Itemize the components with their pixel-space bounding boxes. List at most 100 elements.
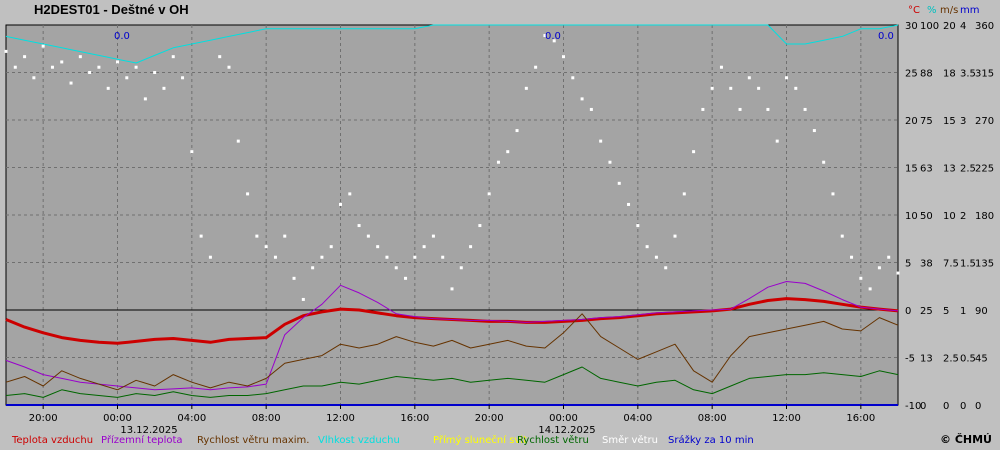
axis-tick-temperature: 30 xyxy=(905,21,918,32)
copyright-label: © ČHMÚ xyxy=(940,433,992,446)
axis-tick-direction: 135 xyxy=(975,259,994,270)
wind-direction-point xyxy=(366,234,370,238)
wind-direction-point xyxy=(181,76,185,80)
series-rychlost-vetru xyxy=(5,366,899,398)
wind-direction-point xyxy=(757,86,761,90)
wind-direction-point xyxy=(88,71,92,74)
wind-direction-point xyxy=(636,224,640,228)
wind-direction-point xyxy=(153,71,157,74)
wind-direction-point xyxy=(301,297,305,301)
right-axes: 302520151050-5-1010088756350382513020181… xyxy=(905,21,994,412)
axis-tick-temperature: 10 xyxy=(905,211,918,222)
series-smer-vetru xyxy=(4,34,900,301)
legend-entry-rychlost-vetru-maxim: Rychlost větru maxim. xyxy=(197,434,309,446)
wind-direction-point xyxy=(515,129,519,133)
wind-direction-point xyxy=(710,86,714,90)
x-tick-label: 12:00 xyxy=(326,413,355,424)
axis-tick-direction: 90 xyxy=(975,306,988,317)
x-tick-label: 20:00 xyxy=(475,413,504,424)
wind-direction-point xyxy=(543,34,547,38)
wind-direction-point xyxy=(682,192,686,196)
legend-entry-teplota-vzduchu: Teplota vzduchu xyxy=(11,435,93,446)
wind-direction-point xyxy=(283,234,287,238)
axis-tick-temperature: -10 xyxy=(905,401,921,412)
wind-direction-point xyxy=(487,192,491,196)
axis-tick-wind: 10 xyxy=(943,211,956,222)
wind-direction-point xyxy=(273,255,277,259)
wind-direction-point xyxy=(4,49,8,53)
x-tick-label: 20:00 xyxy=(29,413,58,424)
wind-direction-point xyxy=(441,255,445,259)
wind-direction-point xyxy=(23,55,27,59)
axis-tick-direction: 360 xyxy=(975,21,994,32)
wind-direction-point xyxy=(320,255,324,259)
wind-direction-point xyxy=(190,150,194,154)
legend-entry-prizemni-teplota: Přízemní teplota xyxy=(101,434,183,446)
wind-direction-point xyxy=(162,86,166,90)
axis-tick-temperature: 0 xyxy=(905,306,911,317)
wind-direction-point xyxy=(664,266,668,270)
wind-direction-point xyxy=(227,65,231,69)
axis-tick-humidity: 75 xyxy=(920,116,933,127)
axis-tick-precip: 3 xyxy=(960,116,966,127)
wind-direction-point xyxy=(627,202,631,206)
wind-direction-point xyxy=(868,287,872,291)
wind-direction-point xyxy=(385,255,389,259)
axis-tick-wind: 2.5 xyxy=(943,354,959,365)
axis-tick-temperature: -5 xyxy=(905,354,915,365)
x-tick-label: 16:00 xyxy=(400,413,429,424)
series-prizemni-teplota xyxy=(5,281,899,391)
wind-direction-point xyxy=(673,234,677,238)
axis-tick-direction: 270 xyxy=(975,116,994,127)
axis-tick-precip: 2 xyxy=(960,211,966,222)
wind-direction-point xyxy=(608,160,612,164)
series-rychlost-vetru-maxim xyxy=(5,313,899,391)
wind-direction-point xyxy=(599,139,603,143)
wind-direction-point xyxy=(478,224,482,228)
axis-tick-wind: 18 xyxy=(943,69,956,80)
axis-tick-humidity: 50 xyxy=(920,211,933,222)
wind-direction-point xyxy=(431,234,435,238)
wind-direction-point xyxy=(422,245,426,249)
series-line-rychlost-vetru xyxy=(5,366,899,398)
wind-direction-point xyxy=(32,76,36,80)
wind-direction-point xyxy=(236,139,240,143)
wind-direction-point xyxy=(589,107,593,111)
x-axis-ticks: 20:00 00:00 04:00 08:00 12:00 16:00 20:00 00:00… xyxy=(29,405,875,424)
x-tick-label: 04:00 xyxy=(623,413,652,424)
axis-tick-temperature: 5 xyxy=(905,259,911,270)
wind-direction-point xyxy=(69,81,73,85)
wind-direction-point xyxy=(747,76,751,80)
x-tick-label: 16:00 xyxy=(846,413,875,424)
axis-unit-humidity: % xyxy=(927,5,937,16)
wind-direction-point xyxy=(571,76,575,80)
chart-title: H2DEST01 - Deštné v OH xyxy=(34,2,189,17)
wind-direction-point xyxy=(506,150,510,154)
wind-direction-point xyxy=(887,255,891,259)
date-label-1: 13.12.2025 xyxy=(120,425,177,436)
axis-unit-precip: mm xyxy=(960,5,979,16)
wind-direction-point xyxy=(292,276,296,280)
wind-direction-point xyxy=(831,192,835,196)
wind-direction-point xyxy=(60,60,64,64)
precip-total-label-1: 0.0 xyxy=(114,31,130,42)
axis-tick-direction: 0 xyxy=(975,401,981,412)
axis-tick-humidity: 25 xyxy=(920,306,933,317)
wind-direction-point xyxy=(719,65,723,69)
wind-direction-point xyxy=(311,266,315,270)
wind-direction-point xyxy=(199,234,203,238)
wind-direction-point xyxy=(218,55,222,59)
axis-tick-direction: 225 xyxy=(975,164,994,175)
axis-tick-direction: 45 xyxy=(975,354,988,365)
wind-direction-point xyxy=(850,255,854,259)
wind-direction-point xyxy=(78,55,82,59)
wind-direction-point xyxy=(255,234,259,238)
wind-direction-point xyxy=(645,245,649,249)
wind-direction-point xyxy=(394,266,398,270)
axis-tick-precip: 2.5 xyxy=(960,164,976,175)
wind-direction-point xyxy=(692,150,696,154)
wind-direction-point xyxy=(339,202,342,206)
wind-direction-point xyxy=(459,266,463,270)
axis-tick-humidity: 63 xyxy=(920,164,933,175)
axis-tick-temperature: 20 xyxy=(905,116,918,127)
